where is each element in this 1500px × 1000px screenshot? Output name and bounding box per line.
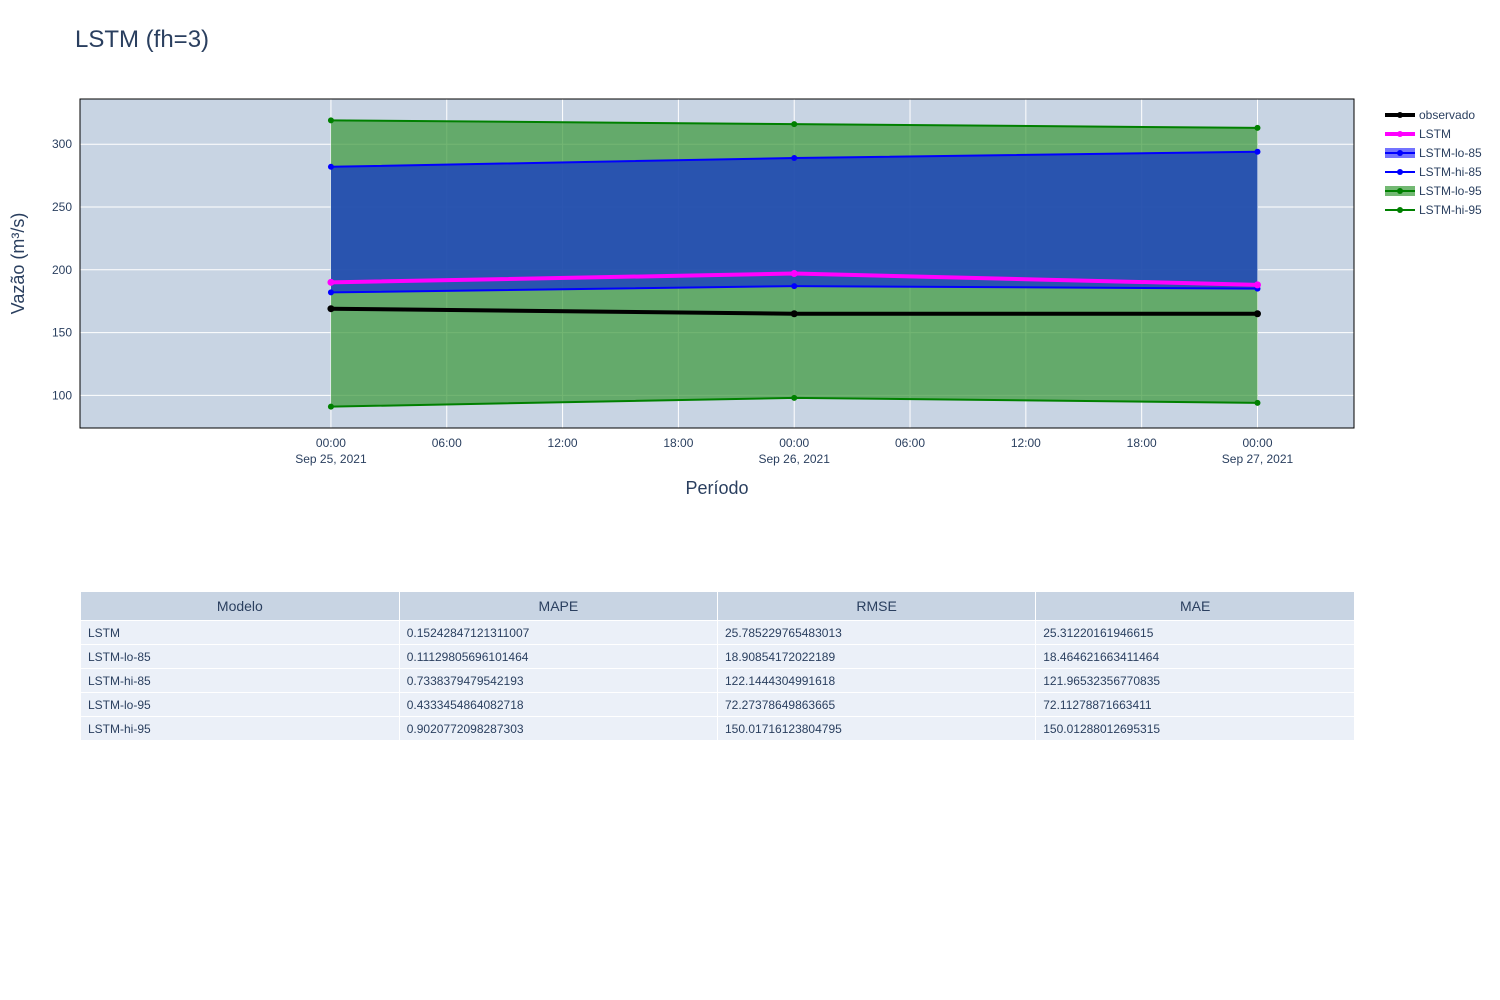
y-tick-label: 300: [52, 137, 72, 151]
table-cell: 0.15242847121311007: [399, 621, 717, 645]
legend-item-LSTM-lo-85: LSTM-lo-85: [1385, 146, 1482, 160]
legend-swatch-marker: [1397, 188, 1403, 194]
table-cell: LSTM-lo-85: [81, 645, 399, 669]
table-cell: 150.01716123804795: [718, 717, 1036, 741]
legend-item-LSTM-hi-85: LSTM-hi-85: [1385, 165, 1482, 179]
x-tick-date-label: Sep 26, 2021: [759, 452, 831, 466]
table-header-cell: RMSE: [718, 592, 1036, 621]
data-point-observado: [327, 305, 334, 312]
data-point-LSTM: [791, 270, 798, 277]
x-tick-label: 06:00: [432, 436, 462, 450]
table-cell: 18.464621663411464: [1036, 645, 1354, 669]
data-point-LSTM-lo-85: [328, 289, 334, 295]
table-cell: 0.9020772098287303: [399, 717, 717, 741]
table-cell: 18.90854172022189: [718, 645, 1036, 669]
x-tick-label: 00:00: [1242, 436, 1272, 450]
legend-label: LSTM: [1419, 127, 1451, 141]
legend-swatch-marker: [1397, 131, 1403, 137]
data-point-observado: [1254, 310, 1261, 317]
x-tick-label: 00:00: [316, 436, 346, 450]
data-point-LSTM-hi-95: [1254, 125, 1260, 131]
legend-swatch-marker: [1397, 169, 1403, 175]
table-cell: 72.27378649863665: [718, 693, 1036, 717]
legend-label: LSTM-lo-95: [1419, 184, 1482, 198]
metrics-table: Modelo MAPE RMSE MAE LSTM 0.152428471213…: [81, 592, 1354, 741]
legend-label: LSTM-hi-95: [1419, 203, 1482, 217]
table-header-cell: MAE: [1036, 592, 1354, 621]
table-cell: 72.11278871663411: [1036, 693, 1354, 717]
y-tick-label: 200: [52, 263, 72, 277]
y-tick-label: 150: [52, 326, 72, 340]
table-row: LSTM-lo-85 0.11129805696101464 18.908541…: [81, 645, 1354, 669]
data-point-LSTM-hi-85: [791, 155, 797, 161]
table-row: LSTM-hi-95 0.9020772098287303 150.017161…: [81, 717, 1354, 741]
y-tick-label: 100: [52, 388, 72, 402]
y-axis-title: Vazão (m³/s): [8, 213, 28, 315]
data-point-LSTM: [327, 279, 334, 286]
x-tick-label: 00:00: [779, 436, 809, 450]
x-tick-label: 18:00: [1127, 436, 1157, 450]
legend-swatch-marker: [1397, 150, 1403, 156]
legend-label: LSTM-lo-85: [1419, 146, 1482, 160]
table-cell: 121.96532356770835: [1036, 669, 1354, 693]
data-point-LSTM-lo-85: [791, 283, 797, 289]
data-point-observado: [791, 310, 798, 317]
legend-item-LSTM: LSTM: [1385, 127, 1451, 141]
table-cell: 0.7338379479542193: [399, 669, 717, 693]
table-cell: 25.31220161946615: [1036, 621, 1354, 645]
table-header-row: Modelo MAPE RMSE MAE: [81, 592, 1354, 621]
x-tick-date-label: Sep 25, 2021: [295, 452, 367, 466]
table-cell: LSTM-lo-95: [81, 693, 399, 717]
x-tick-date-label: Sep 27, 2021: [1222, 452, 1294, 466]
table-cell: 0.11129805696101464: [399, 645, 717, 669]
x-axis-title: Período: [685, 478, 748, 498]
data-point-LSTM-lo-95: [791, 395, 797, 401]
data-point-LSTM-lo-95: [1254, 400, 1260, 406]
table-cell: LSTM-hi-95: [81, 717, 399, 741]
table-row: LSTM-hi-85 0.7338379479542193 122.144430…: [81, 669, 1354, 693]
line-chart: 100 150 200 250 300 00:00 Sep 25, 2021 06:00 12:…: [0, 0, 1500, 560]
legend-item-LSTM-lo-95: LSTM-lo-95: [1385, 184, 1482, 198]
table-header-cell: Modelo: [81, 592, 399, 621]
data-point-LSTM-hi-95: [328, 117, 334, 123]
legend-item-observado: observado: [1385, 108, 1475, 122]
legend-swatch-marker: [1397, 207, 1403, 213]
data-point-LSTM: [1254, 281, 1261, 288]
legend-label: LSTM-hi-85: [1419, 165, 1482, 179]
table-row: LSTM 0.15242847121311007 25.785229765483…: [81, 621, 1354, 645]
table-cell: 0.4333454864082718: [399, 693, 717, 717]
data-point-LSTM-hi-85: [328, 164, 334, 170]
x-tick-label: 12:00: [548, 436, 578, 450]
data-point-LSTM-lo-95: [328, 404, 334, 410]
data-point-LSTM-hi-95: [791, 121, 797, 127]
y-tick-label: 250: [52, 200, 72, 214]
legend-swatch-marker: [1397, 112, 1403, 118]
table-row: LSTM-lo-95 0.4333454864082718 72.2737864…: [81, 693, 1354, 717]
table-cell: LSTM: [81, 621, 399, 645]
table-header-cell: MAPE: [399, 592, 717, 621]
table-cell: LSTM-hi-85: [81, 669, 399, 693]
x-tick-label: 18:00: [663, 436, 693, 450]
table-cell: 150.01288012695315: [1036, 717, 1354, 741]
x-tick-label: 06:00: [895, 436, 925, 450]
legend-item-LSTM-hi-95: LSTM-hi-95: [1385, 203, 1482, 217]
x-tick-label: 12:00: [1011, 436, 1041, 450]
data-point-LSTM-hi-85: [1254, 149, 1260, 155]
table-cell: 25.785229765483013: [718, 621, 1036, 645]
legend-label: observado: [1419, 108, 1475, 122]
table-cell: 122.1444304991618: [718, 669, 1036, 693]
